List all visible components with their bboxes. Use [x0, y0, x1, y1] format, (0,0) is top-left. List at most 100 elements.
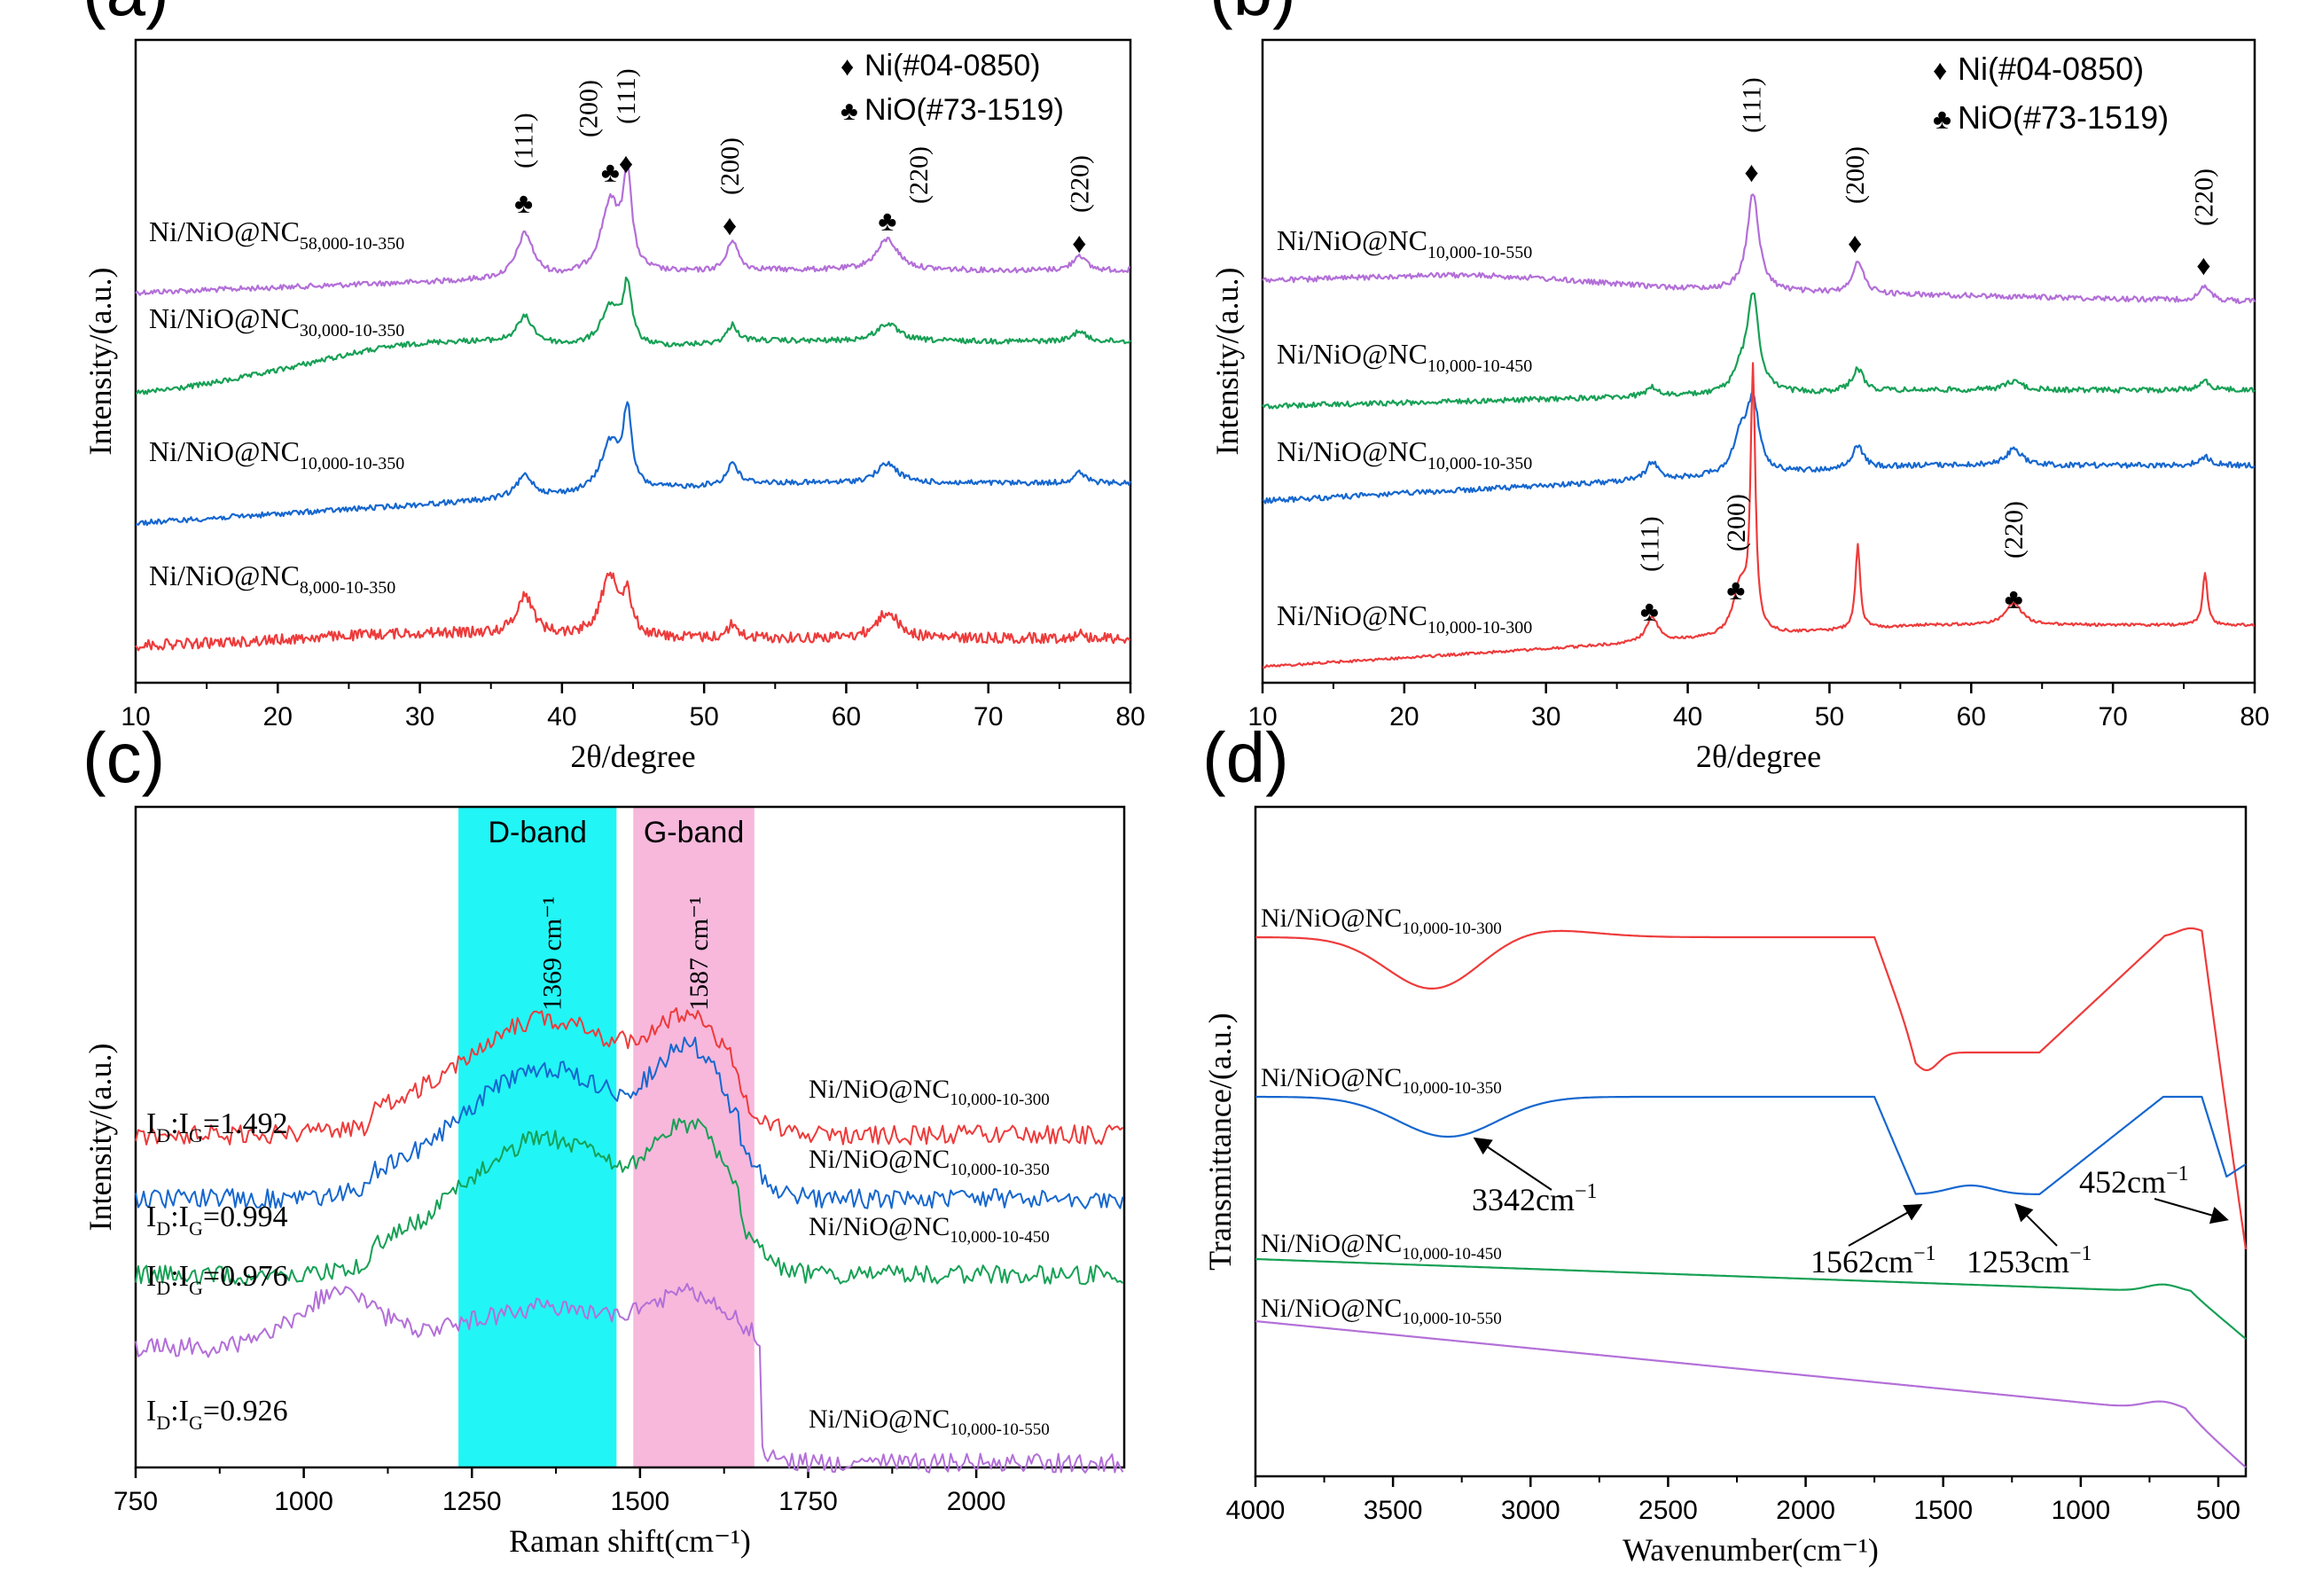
series-label-text: Ni/NiO@NC	[1261, 904, 1402, 933]
series-label: Ni/NiO@NC10,000-10-550	[1277, 224, 1532, 262]
x-tick-label: 1000	[274, 1487, 333, 1516]
series-label-text: Ni/NiO@NC	[1277, 338, 1427, 370]
series-label-text: Ni/NiO@NC	[149, 435, 300, 467]
series-label-subscript: 10,000-10-550	[950, 1420, 1049, 1439]
ratio-label-part: D	[156, 1277, 170, 1299]
annotation-superscript: −1	[1575, 1180, 1598, 1203]
legend-text: NiO(#73-1519)	[1958, 99, 2169, 136]
series-label: Ni/NiO@NC10,000-10-300	[1261, 904, 1502, 938]
ratio-label-part: =1.492	[203, 1107, 288, 1140]
band-peak-label: 1587 cm⁻¹	[684, 896, 714, 1011]
ratio-label-part: =0.976	[203, 1260, 288, 1293]
series-label-subscript: 10,000-10-350	[300, 454, 404, 473]
x-tick-label: 1750	[778, 1487, 838, 1516]
ratio-label: ID:IG=0.976	[146, 1260, 288, 1299]
annotation-arrow	[2014, 1203, 2058, 1247]
series-line	[1255, 927, 2248, 1250]
series-label-subscript: 10,000-10-300	[950, 1091, 1049, 1109]
series-label-subscript: 8,000-10-350	[300, 578, 395, 598]
series-label: Ni/NiO@NC10,000-10-350	[1277, 435, 1532, 473]
x-tick-label: 50	[1815, 702, 1844, 732]
peak-label: (200)	[574, 80, 603, 137]
x-tick-label: 50	[689, 702, 718, 732]
x-tick-label: 40	[1673, 702, 1702, 732]
series-label-subscript: 10,000-10-450	[1427, 356, 1532, 376]
x-tick-label: 3000	[1501, 1496, 1560, 1525]
x-tick-label: 60	[832, 702, 861, 732]
series-label-text: Ni/NiO@NC	[809, 1075, 950, 1104]
annotation-label: 452cm−1	[2079, 1162, 2189, 1200]
y-axis-label: Intensity/(a.u.)	[82, 268, 118, 456]
x-axis-label: 2θ/degree	[570, 739, 695, 774]
series-line	[135, 160, 1130, 296]
peak-marker: ♦	[1072, 227, 1086, 259]
series-label: Ni/NiO@NC10,000-10-550	[1261, 1294, 1502, 1328]
ratio-label-part: :I	[170, 1201, 189, 1233]
series-label: Ni/NiO@NC10,000-10-450	[809, 1212, 1050, 1247]
series-line	[135, 401, 1132, 527]
annotation-label: 1253cm−1	[1967, 1242, 2092, 1279]
series-line	[1262, 193, 2256, 304]
series-label-text: Ni/NiO@NC	[149, 302, 300, 334]
y-axis-label: Intensity/(a.u.)	[82, 1044, 118, 1232]
series-label-text: Ni/NiO@NC	[1277, 435, 1427, 467]
peak-label: (200)	[716, 137, 745, 195]
series-label-text: Ni/NiO@NC	[1261, 1229, 1402, 1258]
y-axis-label: Intensity/(a.u.)	[1209, 268, 1245, 456]
x-axis-label: Raman shift(cm⁻¹)	[509, 1523, 751, 1559]
annotation-superscript: −1	[2069, 1242, 2092, 1265]
legend-text: Ni(#04-0850)	[1958, 51, 2144, 87]
annotation-value: 1562cm	[1810, 1244, 1913, 1279]
ratio-label-part: :I	[170, 1395, 189, 1428]
series-label-subscript: 30,000-10-350	[300, 321, 404, 340]
x-axis-label: Wavenumber(cm⁻¹)	[1623, 1532, 1879, 1568]
series-label-text: Ni/NiO@NC	[809, 1212, 950, 1241]
panel-label: (b)	[1209, 0, 1296, 30]
ratio-label-part: G	[189, 1412, 203, 1434]
x-tick-label: 1250	[442, 1487, 502, 1516]
ratio-label-part: I	[146, 1260, 156, 1293]
band-region	[633, 807, 755, 1467]
series-label-text: Ni/NiO@NC	[1277, 599, 1427, 631]
legend-marker: ♣	[1933, 103, 1951, 135]
series-label-subscript: 10,000-10-350	[1427, 454, 1532, 473]
ratio-label-part: I	[146, 1395, 156, 1428]
series-label-text: Ni/NiO@NC	[149, 215, 300, 247]
series-label-subscript: 10,000-10-450	[950, 1228, 1049, 1247]
peak-marker: ♦	[723, 209, 737, 241]
ratio-label-part: :I	[170, 1260, 189, 1293]
annotation-label: 1562cm−1	[1810, 1242, 1936, 1279]
series-label-subscript: 10,000-10-550	[1402, 1310, 1501, 1328]
y-axis-label: Transmittance/(a.u.)	[1202, 1013, 1238, 1271]
series-line	[135, 276, 1131, 395]
legend-marker: ♦	[1933, 54, 1947, 86]
band-peak-label: 1369 cm⁻¹	[538, 896, 567, 1011]
panel-label: (c)	[82, 718, 165, 797]
peak-label: (111)	[1635, 516, 1664, 572]
series-label: Ni/NiO@NC10,000-10-450	[1277, 338, 1532, 376]
ratio-label-part: D	[156, 1217, 170, 1240]
panel-label: (a)	[82, 0, 169, 30]
peak-marker: ♣	[601, 156, 620, 188]
annotation-superscript: −1	[1913, 1242, 1936, 1265]
x-tick-label: 30	[405, 702, 434, 732]
peak-label: (111)	[612, 68, 641, 124]
peak-marker: ♣	[878, 205, 896, 237]
series-label-subscript: 58,000-10-350	[300, 234, 404, 254]
ratio-label-part: G	[189, 1124, 203, 1146]
ratio-label-part: G	[189, 1217, 203, 1240]
annotation-arrow	[2154, 1198, 2229, 1224]
peak-label: (220)	[1999, 501, 2029, 559]
ratio-label: ID:IG=0.994	[146, 1201, 288, 1240]
series-label: Ni/NiO@NC10,000-10-550	[809, 1404, 1050, 1439]
series-line	[135, 1007, 1124, 1146]
series-line	[1255, 1095, 2247, 1195]
series-line	[1262, 292, 2256, 410]
peak-label: (111)	[1738, 77, 1767, 133]
plot-frame	[1254, 805, 2248, 1478]
series-label: Ni/NiO@NC58,000-10-350	[149, 215, 404, 254]
peak-marker: ♣	[514, 187, 533, 219]
ratio-label-part: D	[156, 1124, 170, 1146]
series-label: Ni/NiO@NC10,000-10-350	[809, 1145, 1050, 1179]
peak-marker: ♦	[619, 147, 633, 179]
